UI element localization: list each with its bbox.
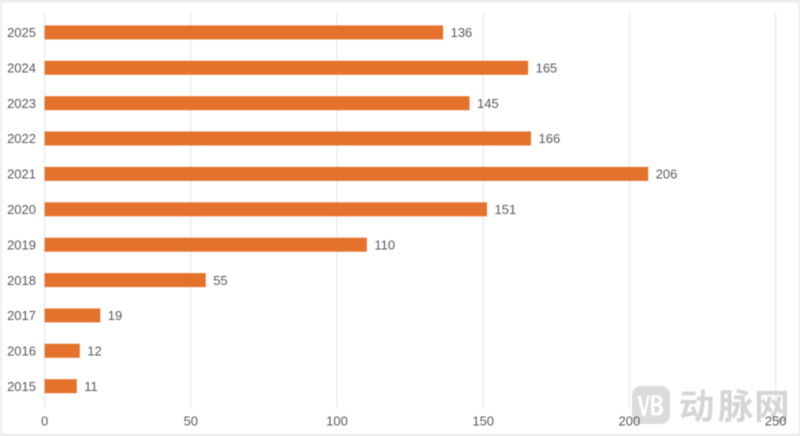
svg-text:2025: 2025	[7, 25, 36, 40]
svg-text:19: 19	[108, 308, 122, 323]
svg-text:2015: 2015	[7, 379, 36, 394]
svg-text:200: 200	[619, 414, 641, 429]
svg-text:0: 0	[41, 414, 48, 429]
svg-text:110: 110	[374, 237, 395, 252]
svg-text:2018: 2018	[7, 273, 36, 288]
svg-text:100: 100	[326, 414, 348, 429]
svg-text:2022: 2022	[7, 131, 36, 146]
svg-text:12: 12	[87, 344, 101, 359]
svg-text:2023: 2023	[7, 96, 36, 111]
svg-text:2019: 2019	[7, 237, 36, 252]
svg-text:206: 206	[656, 167, 678, 182]
svg-text:2021: 2021	[7, 167, 36, 182]
svg-text:165: 165	[536, 61, 558, 76]
svg-text:151: 151	[495, 202, 517, 217]
svg-text:150: 150	[472, 414, 494, 429]
svg-text:2017: 2017	[7, 308, 36, 323]
svg-text:145: 145	[477, 96, 499, 111]
svg-text:2024: 2024	[7, 61, 36, 76]
svg-text:2020: 2020	[7, 202, 36, 217]
svg-text:250: 250	[765, 414, 787, 429]
svg-text:11: 11	[84, 379, 98, 394]
svg-text:166: 166	[539, 131, 561, 146]
svg-text:2016: 2016	[7, 344, 36, 359]
svg-text:50: 50	[184, 414, 198, 429]
svg-text:55: 55	[213, 273, 227, 288]
svg-text:136: 136	[451, 25, 473, 40]
